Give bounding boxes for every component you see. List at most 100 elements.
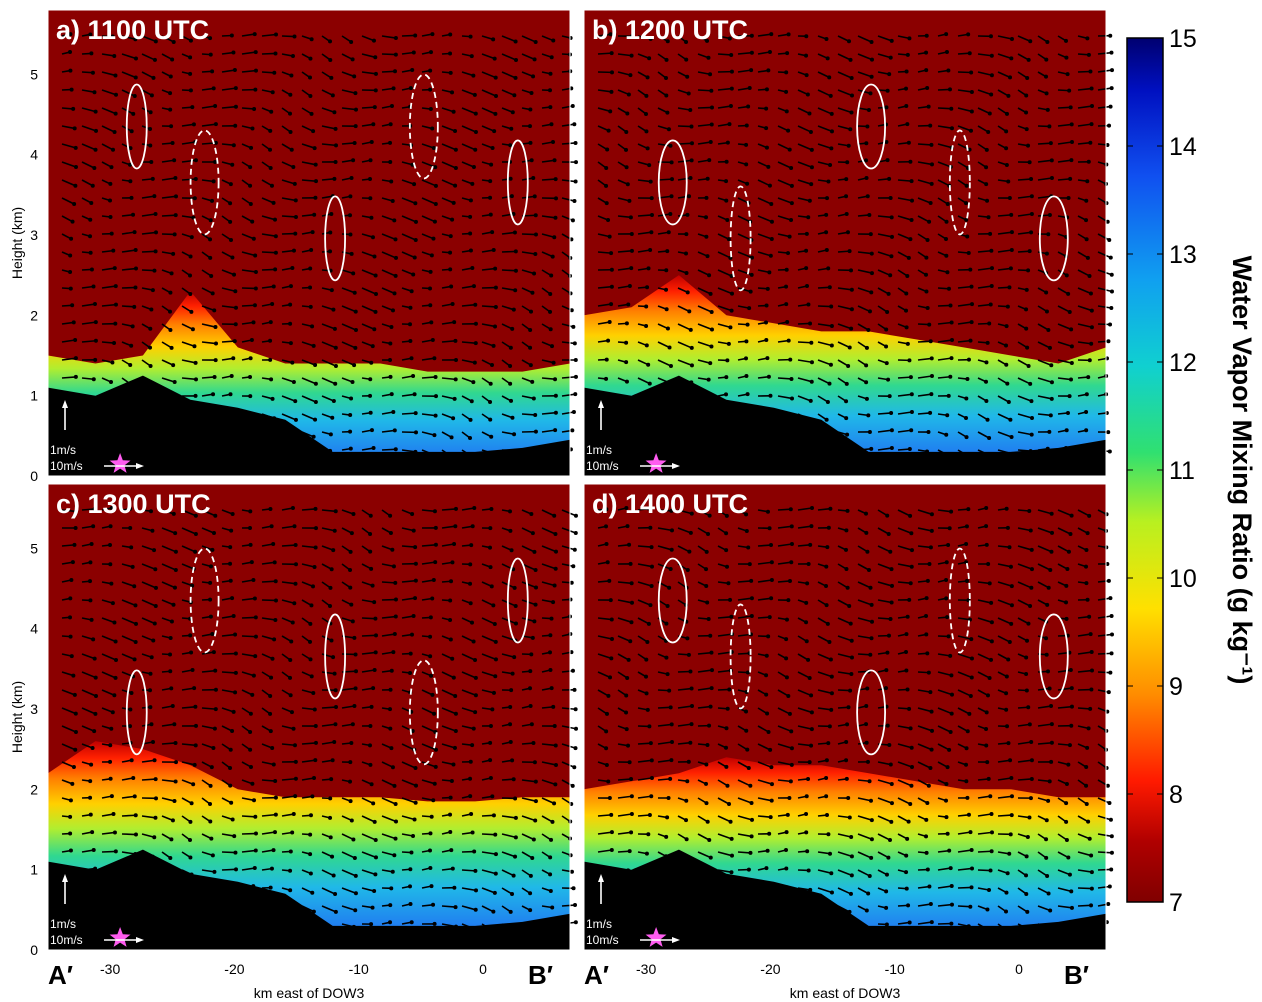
wind-vector — [637, 214, 653, 217]
wind-vector-head — [885, 513, 890, 518]
wind-vector-head — [1069, 344, 1074, 349]
wind-vector — [717, 633, 733, 637]
wind-vector-head — [229, 374, 234, 378]
wind-vector-head — [312, 707, 317, 712]
wind-vector-head — [492, 56, 497, 61]
reference-vector-vertical-head — [598, 400, 604, 408]
wind-vector-head — [608, 32, 613, 37]
wind-vector-head — [148, 326, 153, 331]
wind-vector — [241, 51, 256, 55]
wind-vector-head — [211, 746, 216, 751]
wind-vector-head — [148, 363, 153, 368]
wind-vector-head — [531, 176, 536, 181]
wind-vector-head — [845, 585, 850, 590]
wind-vector — [597, 52, 612, 55]
wind-vector — [1017, 759, 1033, 763]
wind-vector — [777, 143, 791, 151]
wind-vector-head — [1044, 309, 1049, 314]
wind-vector-head — [1024, 287, 1029, 292]
wind-vector-head — [72, 542, 77, 547]
wind-vector — [261, 251, 276, 254]
dow-star-marker — [109, 927, 131, 947]
wind-vector-head — [233, 86, 238, 91]
wind-vector-head — [746, 867, 751, 872]
wind-vector — [657, 723, 672, 727]
wind-vector-head — [290, 506, 295, 511]
wind-vector — [501, 53, 517, 61]
wind-vector — [181, 743, 196, 747]
wind-vector-head — [253, 286, 258, 291]
wind-vector-head — [1006, 399, 1011, 404]
wind-vector — [837, 671, 852, 675]
wind-vector — [261, 215, 276, 221]
wind-vector — [101, 689, 115, 697]
wind-vector-head — [664, 287, 669, 292]
wind-vector-head — [1108, 33, 1113, 38]
wind-vector-head — [665, 110, 670, 115]
wind-vector-head — [153, 777, 158, 782]
wind-vector-head — [925, 86, 930, 91]
wind-vector-head — [684, 57, 689, 62]
wind-vector-head — [1045, 602, 1050, 607]
wind-vector-head — [809, 182, 814, 187]
wind-vector-head — [864, 363, 869, 368]
wind-vector-head — [230, 162, 235, 167]
wind-vector-head — [90, 183, 95, 188]
wind-vector — [381, 269, 396, 277]
wind-vector-head — [349, 818, 354, 823]
wind-vector — [1017, 581, 1032, 589]
wind-vector-head — [725, 217, 730, 222]
wind-vector — [381, 581, 396, 584]
wind-vector-head — [844, 194, 849, 199]
wind-vector-head — [966, 812, 971, 817]
wind-vector-head — [1005, 871, 1010, 876]
wind-vector-head — [268, 711, 273, 716]
wind-vector-head — [684, 837, 689, 842]
wind-vector — [1037, 509, 1052, 515]
wind-vector-head — [1029, 230, 1034, 235]
wind-vector-head — [708, 140, 713, 145]
wind-vector-head — [548, 855, 553, 860]
wind-vector-head — [1025, 345, 1030, 350]
wind-vector — [797, 743, 812, 747]
wind-vector-head — [1049, 158, 1054, 163]
wind-vector — [957, 849, 972, 853]
wind-vector — [221, 868, 237, 871]
wind-vector-head — [532, 619, 537, 624]
wind-vector-head — [609, 284, 614, 289]
wind-vector-head — [551, 38, 556, 43]
wind-vector-head — [1066, 855, 1071, 860]
wind-vector-head — [173, 779, 178, 784]
wind-vector-head — [491, 37, 496, 42]
wind-vector-head — [749, 834, 754, 839]
wind-vector-head — [293, 581, 298, 586]
wind-vector — [141, 563, 156, 570]
wind-vector — [1017, 53, 1030, 61]
wind-vector — [101, 71, 116, 77]
wind-vector — [677, 107, 691, 111]
wind-vector-head — [573, 920, 578, 925]
wind-vector-head — [453, 338, 458, 343]
wind-vector-head — [388, 687, 393, 692]
wind-vector-head — [91, 848, 96, 853]
wind-vector-head — [193, 360, 198, 365]
wind-vector-head — [869, 837, 874, 842]
wind-vector-head — [489, 584, 494, 589]
wind-vector-head — [847, 249, 852, 254]
wind-vector-head — [744, 339, 749, 344]
wind-vector-head — [170, 57, 175, 62]
wind-vector — [1057, 509, 1072, 517]
wind-vector-head — [806, 561, 811, 566]
wind-vector-head — [251, 320, 256, 325]
wind-vector — [421, 233, 434, 240]
wind-vector — [837, 323, 852, 330]
wind-vector-head — [604, 183, 609, 188]
wind-vector-head — [512, 655, 517, 660]
wind-vector-head — [231, 356, 236, 361]
wind-vector-head — [745, 322, 750, 327]
wind-vector — [401, 815, 415, 821]
wind-vector-head — [373, 71, 378, 76]
wind-vector-head — [368, 723, 373, 728]
wind-vector — [737, 833, 752, 838]
